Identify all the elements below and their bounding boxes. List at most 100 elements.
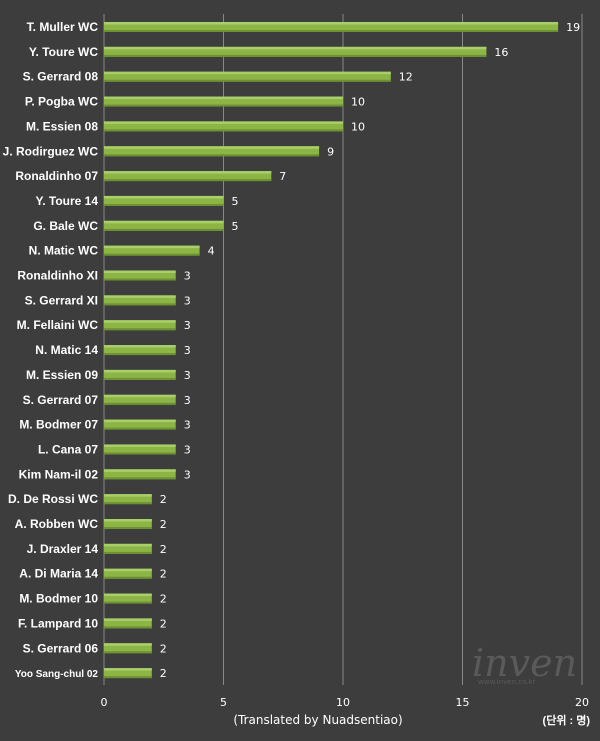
bar-highlight <box>104 121 343 124</box>
bar-shadow <box>104 104 343 107</box>
bar-shadow <box>104 377 176 380</box>
bar-highlight <box>104 270 176 273</box>
bar <box>104 220 224 231</box>
value-label: 19 <box>566 21 580 34</box>
bar-highlight <box>104 245 200 249</box>
bar-highlight <box>104 543 152 547</box>
bar-shadow <box>104 278 176 281</box>
bar-highlight <box>104 22 559 25</box>
category-label: Kim Nam-il 02 <box>19 467 99 481</box>
bar-highlight <box>104 146 320 149</box>
bar <box>104 295 176 306</box>
category-label: M. Essien 08 <box>26 119 98 133</box>
value-label: 2 <box>160 493 167 506</box>
bar-shadow <box>104 402 176 405</box>
value-label: 9 <box>327 145 334 158</box>
bar-highlight <box>104 295 176 298</box>
bar-shadow <box>104 253 200 256</box>
bar-highlight <box>104 345 176 348</box>
category-label: A. Di Maria 14 <box>19 567 98 581</box>
value-label: 3 <box>184 443 191 456</box>
bar-shadow <box>104 626 152 629</box>
unit-label: (단위 : 명) <box>543 713 591 727</box>
bar-shadow <box>104 179 272 182</box>
category-label: J. Rodirguez WC <box>3 144 99 158</box>
value-label: 2 <box>160 667 167 680</box>
category-label: N. Matic 14 <box>35 343 98 357</box>
category-label: S. Gerrard 08 <box>23 70 99 84</box>
bar-shadow <box>104 30 559 32</box>
bar-highlight <box>104 593 152 597</box>
bar-highlight <box>104 519 152 522</box>
watermark-logo-text: inven <box>472 641 577 685</box>
bar <box>104 444 176 455</box>
bar <box>104 171 272 182</box>
category-label: T. Muller WC <box>27 20 99 34</box>
category-label: P. Pogba WC <box>25 95 98 109</box>
watermark-url-text: www.inven.co.kr <box>478 678 536 686</box>
bar-highlight <box>104 568 152 572</box>
value-label: 12 <box>399 71 413 84</box>
bar <box>104 494 152 505</box>
category-label: A. Robben WC <box>15 517 99 531</box>
bar <box>104 369 176 380</box>
bar-shadow <box>104 551 152 554</box>
bar <box>104 320 176 331</box>
value-label: 2 <box>160 617 167 630</box>
category-label: S. Gerrard 06 <box>23 641 99 655</box>
bar-shadow <box>104 129 343 132</box>
value-label: 10 <box>351 120 365 133</box>
category-label: Ronaldinho XI <box>17 269 98 283</box>
bar-highlight <box>104 320 176 323</box>
bar <box>104 593 152 604</box>
bar <box>104 469 176 480</box>
bar <box>104 543 152 554</box>
x-tick-label: 0 <box>101 696 108 709</box>
value-label: 2 <box>160 518 167 531</box>
bar-highlight <box>104 195 224 199</box>
bar <box>104 46 487 57</box>
category-label: S. Gerrard XI <box>25 293 98 307</box>
category-labels: T. Muller WC Y. Toure WC S. Gerrard 08 P. P… <box>3 20 99 680</box>
category-label: F. Lampard 10 <box>18 616 98 630</box>
value-label: 2 <box>160 543 167 556</box>
inven-watermark: inven www.inven.co.kr <box>472 641 577 686</box>
bar <box>104 618 152 629</box>
bar-highlight <box>104 394 176 398</box>
value-label: 3 <box>184 468 191 481</box>
category-label: Y. Toure 14 <box>36 194 99 208</box>
bar-highlight <box>104 220 224 224</box>
bar-highlight <box>104 444 176 447</box>
value-label: 3 <box>184 419 191 432</box>
bar-highlight <box>104 494 152 497</box>
bar-shadow <box>104 328 176 331</box>
bar-shadow <box>104 303 176 306</box>
bar <box>104 270 176 281</box>
value-label: 2 <box>160 642 167 655</box>
x-axis-ticks: 0 5 10 15 20 <box>101 696 590 709</box>
category-label: M. Fellaini WC <box>17 318 99 332</box>
bar <box>104 245 200 256</box>
category-label: Y. Toure WC <box>29 45 98 59</box>
x-axis-title: (Translated by Nuadsentiao) <box>233 713 402 727</box>
bar-shadow <box>104 427 176 430</box>
bar-shadow <box>104 676 152 679</box>
bar-shadow <box>104 576 152 579</box>
bar-highlight <box>104 668 152 671</box>
bar-shadow <box>104 79 391 82</box>
bar <box>104 71 391 82</box>
bar-shadow <box>104 228 224 231</box>
bar-highlight <box>104 96 343 100</box>
category-label: N. Matic WC <box>29 244 99 258</box>
value-label: 3 <box>184 270 191 283</box>
bar <box>104 345 176 356</box>
bar <box>104 419 176 430</box>
bar-shadow <box>104 651 152 654</box>
category-label: G. Bale WC <box>33 219 98 233</box>
bar-highlight <box>104 71 391 75</box>
bar <box>104 195 224 206</box>
bar-shadow <box>104 154 320 157</box>
value-labels: 19 16 12 10 10 9 7 5 5 4 3 3 3 3 3 3 3 3 3 2 2 2 2 2 2 2 2 <box>160 21 580 680</box>
bar <box>104 121 343 132</box>
